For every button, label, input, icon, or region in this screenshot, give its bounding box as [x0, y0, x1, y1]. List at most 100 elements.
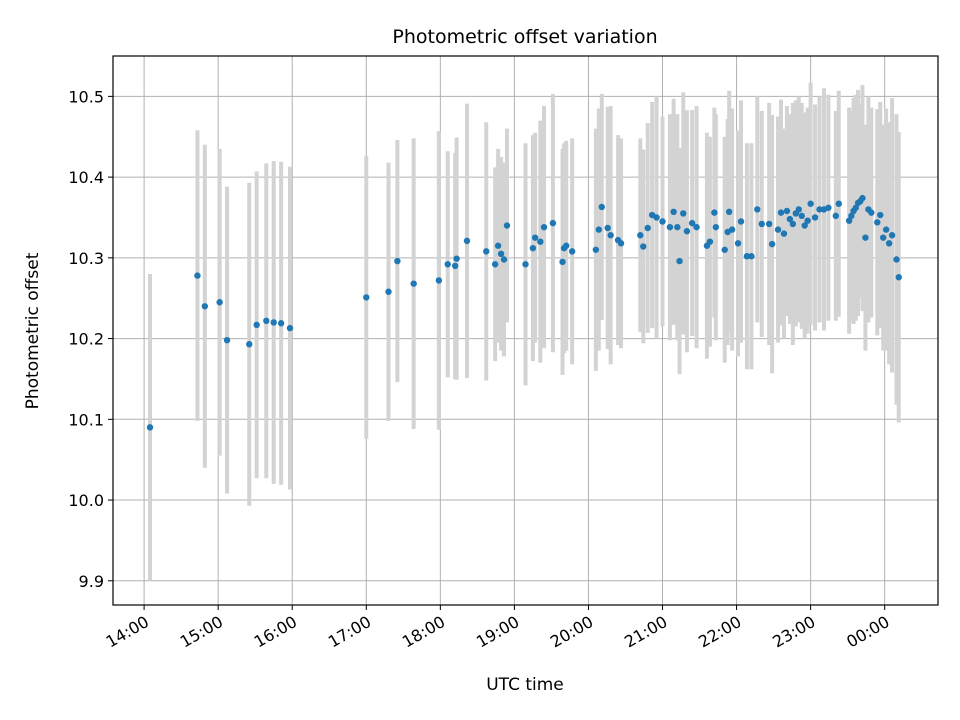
data-point — [522, 261, 529, 268]
data-point — [598, 203, 605, 211]
data-point — [786, 215, 794, 223]
data-point — [637, 232, 644, 239]
data-point — [270, 319, 277, 326]
y-tick-label: 10.3 — [68, 249, 104, 268]
plot-frame — [112, 55, 939, 606]
data-point — [888, 232, 896, 239]
data-point — [529, 244, 537, 252]
data-point — [780, 230, 788, 237]
data-point — [852, 204, 859, 211]
data-point — [453, 255, 460, 262]
data-point — [146, 424, 154, 431]
data-point — [497, 250, 505, 258]
y-tick-label: 10.5 — [68, 87, 104, 106]
x-tick-label: 19:00 — [473, 612, 522, 652]
data-point — [253, 321, 260, 329]
data-point — [801, 222, 808, 229]
data-point — [216, 299, 223, 306]
y-tick-label: 10.0 — [68, 491, 104, 510]
data-point — [666, 223, 674, 231]
y-tick-label: 9.9 — [79, 572, 104, 591]
data-point — [385, 288, 392, 295]
data-point — [848, 212, 855, 220]
data-point — [670, 208, 677, 216]
x-tick-label: 15:00 — [177, 612, 226, 652]
data-point — [394, 257, 401, 265]
data-point — [816, 206, 823, 213]
data-point — [811, 214, 819, 221]
x-tick-label: 22:00 — [695, 612, 744, 652]
data-point — [537, 238, 544, 245]
data-point — [683, 227, 691, 235]
data-point — [463, 237, 471, 245]
data-point — [435, 277, 443, 284]
y-tick-label: 10.1 — [68, 410, 104, 429]
data-point — [885, 240, 893, 247]
data-point — [706, 238, 714, 245]
x-axis-label: UTC time — [486, 675, 564, 695]
y-axis: 9.9 10.0 10.1 10.2 10.3 10.4 10.5 — [68, 87, 113, 591]
data-point — [277, 320, 285, 327]
data-point — [644, 224, 651, 232]
data-point — [592, 246, 600, 253]
data-point — [804, 217, 811, 224]
data-point — [451, 262, 459, 270]
data-point — [882, 226, 890, 233]
x-tick-label: 16:00 — [251, 612, 300, 652]
data-point — [491, 261, 499, 268]
data-point — [263, 317, 270, 325]
data-point — [693, 223, 700, 231]
data-point — [659, 218, 666, 225]
data-point — [765, 220, 773, 228]
data-point — [895, 274, 902, 281]
y-axis-label: Photometric offset — [23, 252, 43, 409]
x-tick-label: 18:00 — [399, 612, 448, 652]
data-point — [410, 280, 417, 287]
data-point — [825, 204, 832, 211]
data-point — [194, 272, 201, 279]
x-tick-label: 14:00 — [103, 612, 152, 652]
data-point — [807, 200, 814, 207]
y-tick-label: 10.4 — [68, 168, 104, 187]
data-point — [725, 208, 733, 216]
data-point — [712, 223, 720, 231]
data-point — [607, 232, 614, 239]
data-point — [531, 234, 539, 241]
data-point — [737, 218, 745, 225]
data-point — [549, 219, 557, 227]
data-point — [721, 246, 728, 253]
data-point — [503, 222, 511, 229]
x-tick-label: 23:00 — [769, 612, 818, 652]
data-point — [640, 243, 647, 250]
x-tick-label: 21:00 — [621, 612, 670, 652]
data-point — [893, 256, 900, 263]
error-bars — [148, 82, 901, 581]
data-points — [146, 194, 902, 431]
data-point — [748, 253, 755, 260]
data-point — [363, 294, 370, 301]
data-point — [774, 226, 782, 233]
data-point — [223, 336, 231, 344]
data-point — [540, 223, 548, 231]
data-point — [879, 234, 887, 241]
x-tick-label: 20:00 — [547, 612, 596, 652]
data-point — [595, 226, 603, 233]
data-point — [674, 223, 681, 231]
data-point — [568, 248, 576, 255]
data-point — [680, 210, 687, 217]
data-point — [688, 219, 696, 227]
data-point — [711, 209, 718, 216]
chart-title: Photometric offset variation — [392, 26, 657, 48]
x-axis: 14:00 15:00 16:00 17:00 18:00 19:00 20:00 21:00… — [103, 605, 893, 652]
data-point — [874, 219, 881, 226]
data-point — [832, 212, 840, 220]
y-tick-label: 10.2 — [68, 330, 104, 349]
data-point — [798, 212, 805, 220]
data-point — [494, 242, 502, 249]
data-point — [743, 253, 751, 260]
data-point — [783, 207, 791, 215]
data-point — [862, 234, 869, 241]
data-point — [835, 200, 842, 207]
data-point — [559, 258, 566, 266]
data-point — [483, 248, 490, 255]
